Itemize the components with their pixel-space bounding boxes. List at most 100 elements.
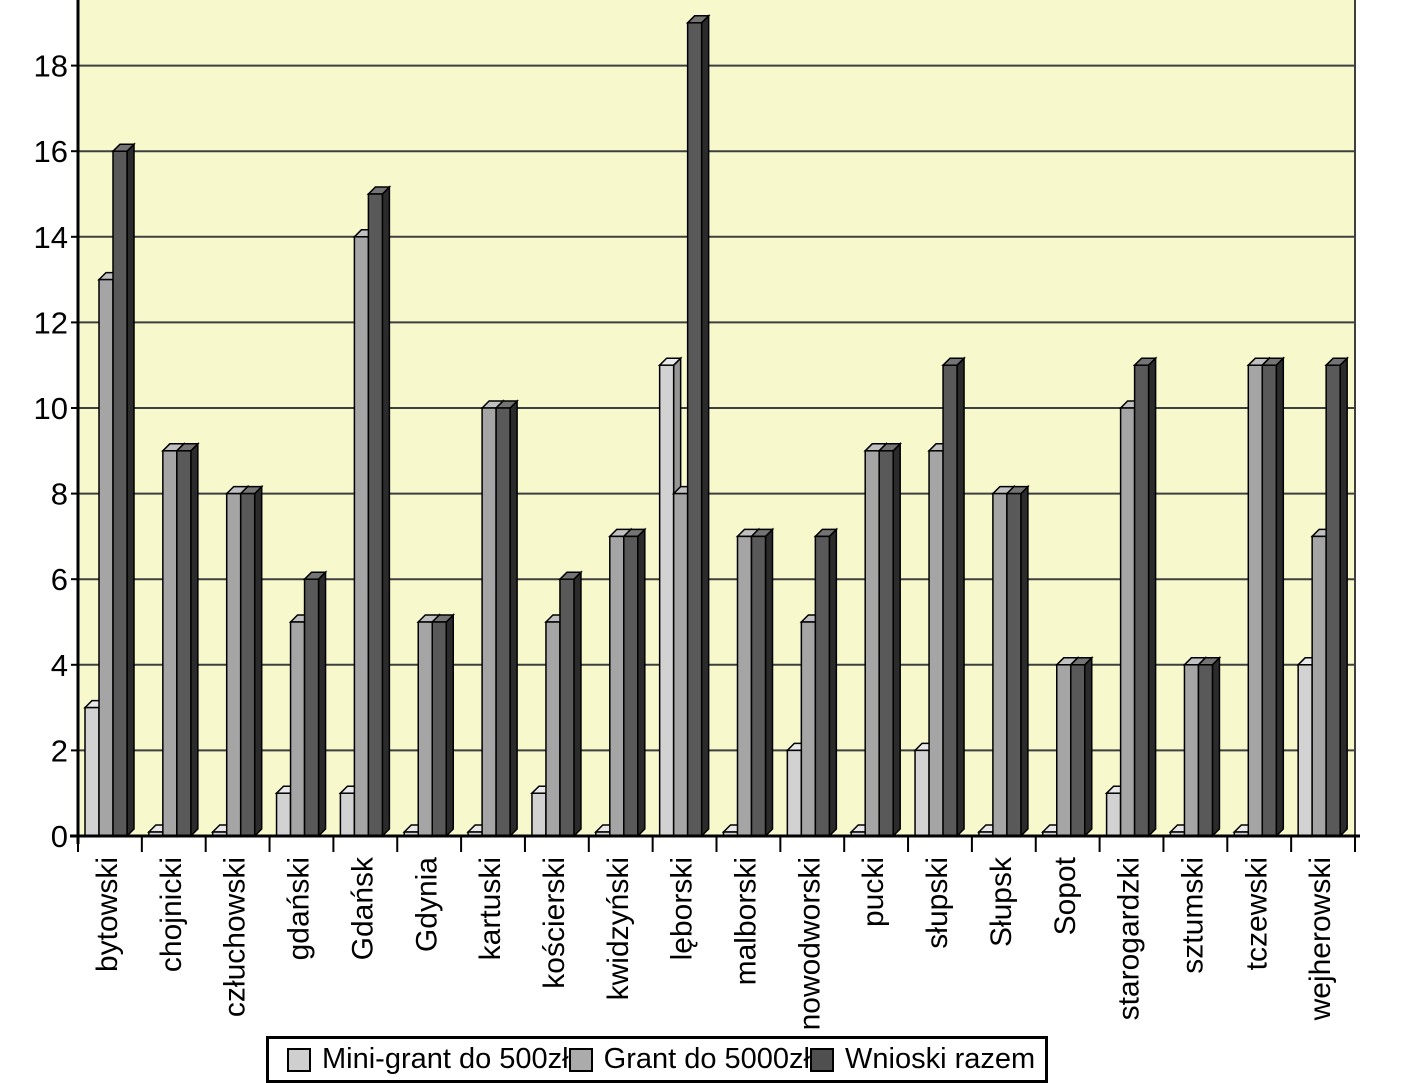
x-axis-label-gdański: gdański	[283, 857, 316, 960]
bar-group-kościerski	[530, 570, 583, 838]
bar-group-starogardzki	[1104, 356, 1158, 838]
x-axis-label-kartuski: kartuski	[474, 857, 507, 960]
x-axis-label-malborski: malborski	[730, 857, 763, 985]
y-axis-tick-label: 16	[34, 134, 68, 169]
x-axis-label-lęborski: lęborski	[666, 857, 699, 960]
x-axis-label-Sopot: Sopot	[1049, 856, 1082, 935]
bar-słupski	[942, 364, 958, 837]
legend-swatch-wnioski-razem	[810, 1047, 834, 1072]
bar-group-pucki	[849, 441, 903, 838]
bar-side-face	[892, 441, 901, 838]
bar-group-Gdynia	[402, 613, 456, 838]
x-axis-label-tczewski: tczewski	[1240, 857, 1273, 970]
bar-gdański	[289, 621, 306, 837]
bar-side-face	[126, 142, 135, 838]
bar-gdański	[303, 578, 320, 837]
bar-Słupsk	[1006, 492, 1022, 837]
bar-group-kwidzyński	[593, 527, 647, 838]
y-axis-tick-label: 4	[51, 648, 68, 683]
bar-lęborski	[658, 364, 675, 837]
bar-group-Gdańsk	[338, 185, 392, 838]
bar-kościerski	[545, 621, 561, 837]
bar-nowodworski	[786, 749, 803, 837]
bar-group-Sopot	[1040, 655, 1094, 838]
y-axis-tick-label: 12	[34, 305, 68, 340]
bar-sztumski	[1183, 664, 1200, 837]
bar-człuchowski	[239, 492, 256, 837]
y-axis-tick-label: 0	[51, 819, 68, 854]
bar-kościerski	[531, 792, 547, 837]
bar-kartuski	[481, 407, 497, 837]
y-axis-tick-label: 10	[34, 391, 68, 426]
legend-label-mini-grant: Mini-grant do 500zł	[322, 1043, 569, 1075]
bar-Gdańsk	[339, 792, 356, 837]
bar-bytowski	[98, 278, 114, 837]
bar-nowodworski	[814, 535, 831, 837]
bar-side-face	[1147, 356, 1157, 838]
x-axis-label-wejherowski: wejherowski	[1304, 857, 1337, 1021]
y-axis-tick-label: 6	[51, 562, 68, 597]
bar-lęborski	[672, 492, 689, 837]
bar-pucki	[864, 450, 880, 837]
bar-malborski	[736, 535, 753, 837]
legend-item-mini-grant: Mini-grant do 500zł	[287, 1043, 569, 1076]
x-axis-label-Gdynia: Gdynia	[410, 857, 443, 952]
bar-side-face	[828, 527, 838, 838]
x-axis-label-chojnicki: chojnicki	[155, 857, 188, 972]
bar-side-face	[509, 399, 518, 838]
y-axis-tick-label: 14	[34, 220, 68, 255]
legend-label-grant: Grant do 5000zł	[603, 1043, 810, 1075]
x-axis-label-słupski: słupski	[921, 857, 954, 949]
bar-group-słupski	[913, 356, 966, 838]
bar-starogardzki	[1105, 792, 1122, 837]
x-axis-label-kwidzyński: kwidzyński	[602, 857, 635, 1000]
bar-wejherowski	[1325, 364, 1341, 837]
bar-Sopot	[1056, 664, 1072, 837]
bar-pucki	[878, 450, 894, 837]
bar-group-gdański	[274, 570, 328, 838]
bar-side-face	[1020, 484, 1029, 838]
legend-item-wnioski-razem: Wnioski razem	[810, 1043, 1035, 1076]
bar-group-sztumski	[1168, 655, 1222, 838]
bar-lęborski	[686, 22, 703, 837]
bar-group-wejherowski	[1296, 356, 1349, 838]
bar-kwidzyński	[609, 535, 625, 837]
bar-starogardzki	[1133, 364, 1150, 837]
bar-group-malborski	[721, 527, 775, 838]
bar-Gdańsk	[367, 193, 384, 837]
x-axis-label-bytowski: bytowski	[91, 857, 124, 972]
x-axis-label-człuchowski: człuchowski	[219, 857, 252, 1017]
bar-słupski	[928, 450, 944, 837]
chart-legend: Mini-grant do 500zł Grant do 5000zł Wnio…	[266, 1036, 1048, 1083]
bar-Słupsk	[992, 492, 1008, 837]
bar-słupski	[914, 749, 930, 837]
bar-kartuski	[495, 407, 511, 837]
bar-side-face	[253, 484, 263, 838]
bar-side-face	[637, 527, 646, 838]
bar-nowodworski	[800, 621, 817, 837]
bar-chojnicki	[162, 450, 178, 837]
x-axis-label-starogardzki: starogardzki	[1113, 857, 1146, 1020]
bar-gdański	[275, 792, 292, 837]
bar-człuchowski	[225, 492, 242, 837]
y-axis-tick-label: 8	[51, 477, 68, 512]
bar-malborski	[750, 535, 767, 837]
bar-side-face	[445, 613, 454, 838]
bar-Gdańsk	[353, 236, 370, 837]
bar-chojnicki	[176, 450, 192, 837]
bar-Gdynia	[417, 621, 433, 837]
bar-side-face	[1211, 655, 1221, 838]
y-axis-tick-label: 18	[34, 49, 68, 84]
bar-tczewski	[1261, 364, 1278, 837]
x-axis-label-pucki: pucki	[857, 857, 890, 927]
y-axis-tick-label: 2	[51, 733, 68, 768]
bar-side-face	[573, 570, 582, 838]
bar-bytowski	[112, 150, 128, 837]
x-axis-label-nowodworski: nowodworski	[793, 857, 826, 1030]
bar-bytowski	[84, 706, 100, 837]
bar-sztumski	[1197, 664, 1214, 837]
x-axis-label-Słupsk: Słupsk	[985, 856, 1018, 947]
bar-side-face	[764, 527, 774, 838]
legend-label-wnioski-razem: Wnioski razem	[845, 1043, 1036, 1075]
